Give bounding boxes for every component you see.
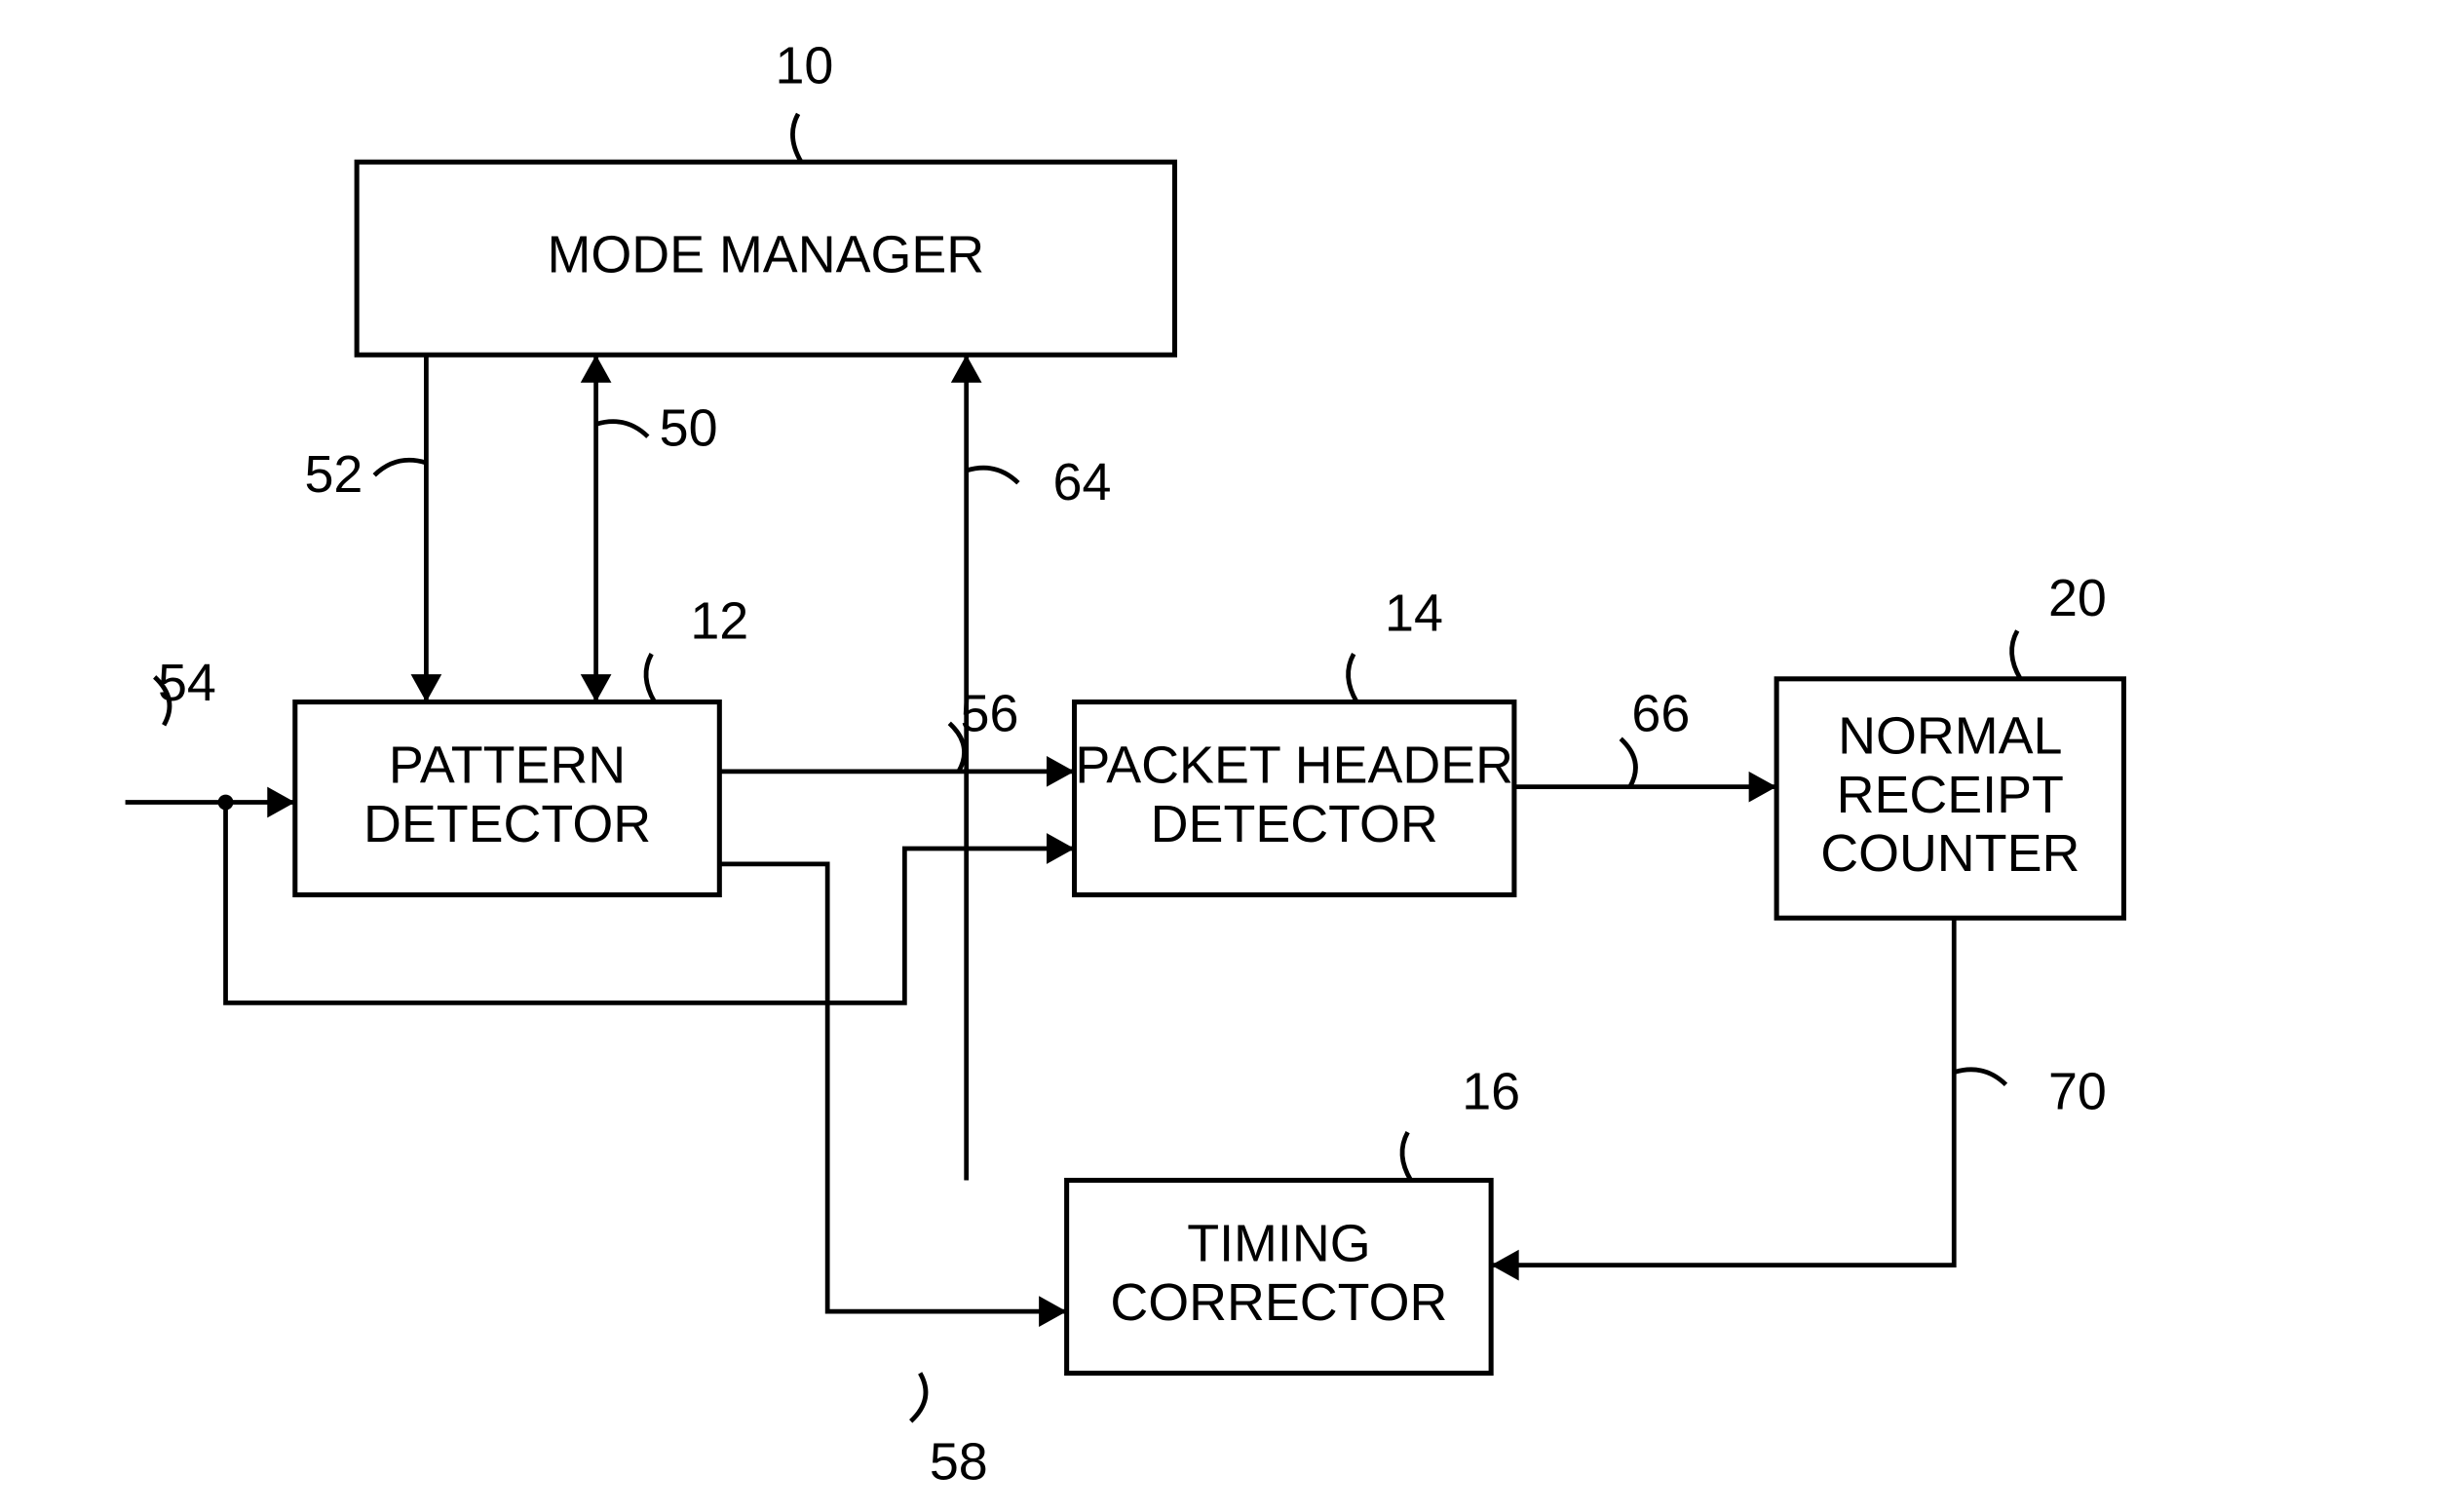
arrowhead	[951, 355, 982, 383]
edge-ref-56: 56	[961, 685, 1019, 743]
arrowhead	[1491, 1250, 1519, 1281]
block-ref-normal_counter: 20	[2048, 569, 2107, 627]
ref-callout-tick	[596, 422, 648, 437]
edge-ref-54: 54	[158, 654, 216, 712]
arrowhead	[581, 674, 612, 702]
block-ref-mode_manager: 10	[775, 36, 833, 94]
block-label-timing_corr: CORRECTOR	[1110, 1273, 1447, 1332]
ref-callout-tick	[374, 460, 426, 475]
block-ref-pkt_hdr_det: 14	[1385, 585, 1443, 643]
edge-ref-58: 58	[930, 1433, 988, 1492]
block-label-normal_counter: COUNTER	[1820, 824, 2080, 883]
block-label-pkt_hdr_det: DETECTOR	[1151, 795, 1438, 853]
ref-callout-tick	[1954, 1070, 2005, 1085]
edge-ref-70: 70	[2048, 1063, 2107, 1121]
block-label-timing_corr: TIMING	[1187, 1215, 1370, 1273]
block-label-pattern_det: PATTERN	[389, 737, 626, 795]
block-label-pkt_hdr_det: PACKET HEADER	[1075, 737, 1513, 795]
block-label-normal_counter: NORMAL	[1838, 706, 2062, 765]
edge-ref-66: 66	[1631, 685, 1690, 743]
block-label-mode_manager: MODE MANAGER	[548, 225, 985, 284]
ref-callout-tick	[646, 654, 655, 701]
arrowhead	[267, 787, 295, 818]
edge-ref-52: 52	[304, 445, 362, 504]
ref-callout-tick	[1402, 1132, 1411, 1180]
ref-callout-tick	[792, 114, 801, 162]
arrowhead	[1749, 772, 1777, 803]
block-label-normal_counter: RECEIPT	[1837, 766, 2064, 824]
edge-e70	[1491, 918, 1954, 1265]
ref-callout-tick	[967, 468, 1018, 483]
ref-callout-tick	[1621, 738, 1635, 786]
ref-callout-tick	[2012, 630, 2021, 678]
edge-e58	[719, 864, 1066, 1311]
block-ref-pattern_det: 12	[690, 592, 748, 651]
edge-ref-50: 50	[660, 399, 718, 458]
arrowhead	[1047, 756, 1075, 787]
arrowhead	[1039, 1296, 1067, 1327]
block-ref-timing_corr: 16	[1462, 1063, 1520, 1121]
block-label-pattern_det: DETECTOR	[363, 795, 651, 853]
ref-callout-tick	[1349, 654, 1357, 701]
edge-ref-64: 64	[1053, 453, 1112, 511]
arrowhead	[1047, 833, 1075, 864]
ref-callout-tick	[911, 1373, 926, 1420]
arrowhead	[411, 674, 442, 702]
arrowhead	[581, 355, 612, 383]
